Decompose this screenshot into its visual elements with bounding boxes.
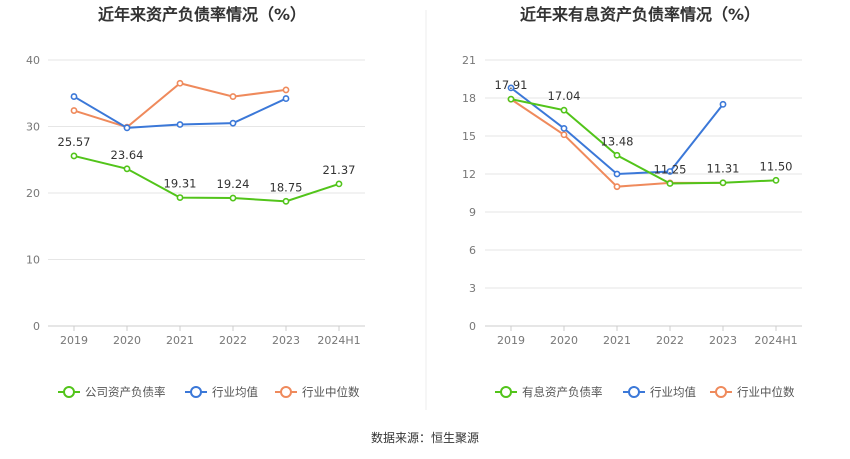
data-point	[613, 183, 621, 191]
data-point	[507, 84, 515, 92]
series-line	[510, 98, 777, 185]
data-point	[560, 131, 568, 139]
legend-item: 公司资产负债率	[58, 385, 166, 399]
data-label: 25.57	[58, 135, 91, 149]
data-label: 21.37	[323, 163, 356, 177]
x-tick-label: 2021	[166, 334, 194, 347]
x-tick-label: 2024H1	[317, 334, 360, 347]
y-tick-label: 9	[469, 206, 476, 219]
data-label: 13.48	[601, 134, 634, 148]
legend-swatch-marker	[628, 386, 640, 398]
x-tick-label: 2021	[603, 334, 631, 347]
data-point	[176, 121, 184, 128]
x-tick-label: 2022	[219, 334, 247, 347]
data-point	[282, 86, 290, 94]
y-tick-label: 18	[462, 92, 476, 105]
data-source: 数据来源：恒生聚源	[371, 430, 479, 445]
legend-swatch-marker	[280, 386, 292, 398]
data-label: 11.31	[707, 162, 740, 176]
data-label: 23.64	[111, 148, 144, 162]
data-point	[719, 100, 727, 108]
y-tick-label: 21	[462, 54, 476, 67]
legend-label: 行业中位数	[737, 385, 795, 399]
x-tick-label: 2023	[272, 334, 300, 347]
legend-item: 行业中位数	[275, 385, 360, 399]
legend-swatch-marker	[715, 386, 727, 398]
data-point	[229, 93, 237, 100]
chart-debt-ratio: 近年来资产负债率情况（%） 0 10 20 30 40 2019 2020 2021 2022 2…	[26, 5, 365, 399]
legend-swatch-marker	[63, 386, 75, 398]
x-tick-label: 2020	[550, 334, 578, 347]
data-label: 19.31	[164, 177, 197, 191]
chart-title: 近年来资产负债率情况（%）	[98, 5, 306, 24]
legend-label: 行业均值	[650, 385, 696, 399]
data-point	[70, 93, 78, 100]
data-point	[560, 106, 568, 114]
data-point	[719, 179, 727, 187]
data-label: 11.50	[760, 159, 793, 173]
y-tick-label: 6	[469, 244, 476, 257]
data-point	[229, 194, 237, 202]
data-point	[772, 176, 780, 184]
data-point	[507, 95, 515, 103]
x-tick-label: 2020	[113, 334, 141, 347]
y-tick-label: 12	[462, 168, 476, 181]
data-point	[613, 170, 621, 178]
legend-label: 行业均值	[212, 385, 258, 399]
data-label: 17.04	[548, 89, 581, 103]
legend-label: 行业中位数	[302, 385, 360, 399]
y-tick-label: 3	[469, 282, 476, 295]
data-point	[335, 180, 343, 188]
data-point	[282, 197, 290, 205]
series-line	[73, 82, 287, 129]
data-point	[666, 180, 674, 187]
data-point	[613, 151, 621, 159]
series-line	[73, 154, 340, 203]
y-tick-label: 20	[26, 187, 40, 200]
chart-interest-debt-ratio: 近年来有息资产负债率情况（%） 0 3 6 9 12 15 18 21 2019 2020 2021…	[462, 5, 802, 399]
legend-item: 行业均值	[623, 385, 696, 399]
data-point	[229, 119, 237, 127]
x-tick-label: 2023	[709, 334, 737, 347]
data-point	[176, 79, 184, 87]
data-label: 11.25	[654, 163, 687, 177]
data-label: 18.75	[270, 180, 303, 194]
legend-label: 公司资产负债率	[85, 385, 166, 399]
x-tick-label: 2019	[497, 334, 525, 347]
y-tick-label: 0	[33, 320, 40, 333]
series-line	[510, 87, 724, 176]
data-point	[123, 124, 131, 132]
legend-swatch-marker	[500, 386, 512, 398]
legend-item: 有息资产负债率	[495, 385, 603, 399]
legend-swatch-marker	[190, 386, 202, 398]
data-point	[176, 194, 184, 201]
data-point	[560, 124, 568, 132]
data-point	[666, 168, 674, 175]
data-point	[70, 152, 78, 160]
y-tick-label: 15	[462, 130, 476, 143]
y-tick-label: 0	[469, 320, 476, 333]
data-label: 19.24	[217, 177, 250, 191]
legend-item: 行业中位数	[710, 385, 795, 399]
data-point	[70, 107, 78, 114]
y-tick-label: 30	[26, 121, 40, 134]
legend-label: 有息资产负债率	[522, 385, 603, 399]
data-label: 17.91	[495, 78, 528, 92]
x-tick-label: 2019	[60, 334, 88, 347]
chart-title: 近年来有息资产负债率情况（%）	[520, 5, 760, 24]
x-tick-label: 2022	[656, 334, 684, 347]
y-tick-label: 10	[26, 254, 40, 267]
data-point	[282, 95, 290, 102]
x-tick-label: 2024H1	[754, 334, 797, 347]
legend-item: 行业均值	[185, 385, 258, 399]
y-tick-label: 40	[26, 54, 40, 67]
data-point	[123, 165, 131, 173]
